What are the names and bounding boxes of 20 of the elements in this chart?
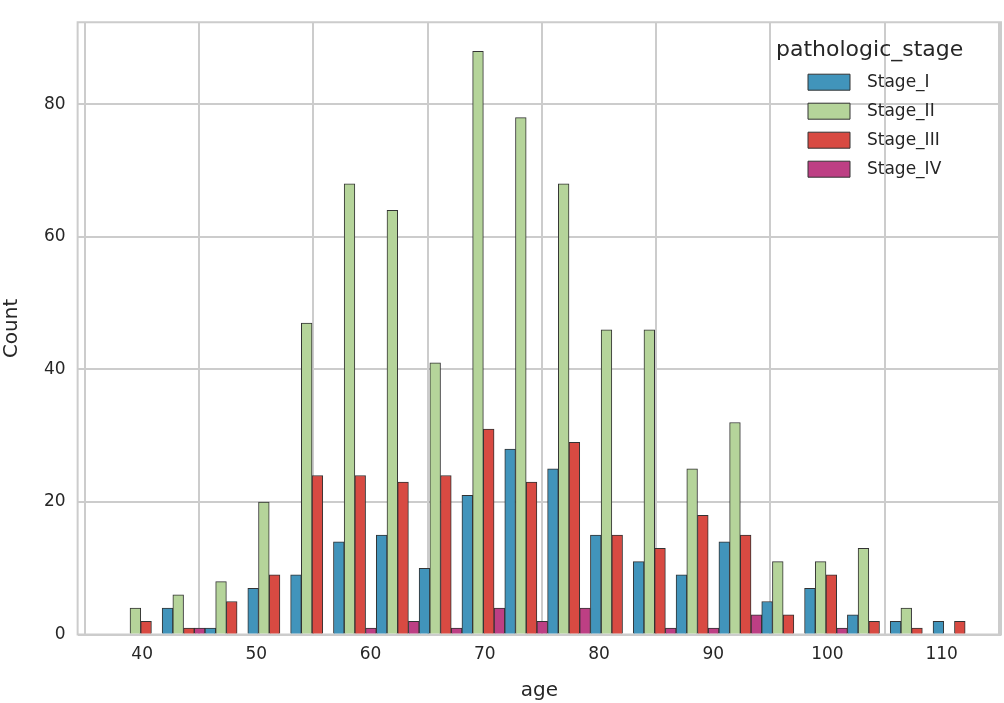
y-tick-label: 0 [54,623,66,644]
x-tick-label: 110 [925,643,958,664]
x-tick-label: 50 [245,643,268,664]
x-tick-label: 70 [473,643,496,664]
legend-label: Stage_I [867,70,930,92]
x-tick-label: 40 [131,643,153,664]
x-axis-title: age [520,677,558,702]
y-tick-label: 60 [43,225,66,246]
x-tick-label: 90 [702,643,725,664]
y-axis-title: Count [0,298,23,359]
legend-label: Stage_II [867,99,935,121]
x-tick-label: 60 [359,643,382,664]
legend-title: pathologic_stage [776,35,964,62]
x-tick-label: 100 [811,643,844,664]
legend-label: Stage_IV [867,157,942,179]
y-tick-label: 20 [43,490,66,511]
y-tick-label: 80 [43,92,66,113]
y-tick-label: 40 [43,357,66,378]
x-tick-label: 80 [588,643,610,664]
legend-label: Stage_III [867,128,940,150]
